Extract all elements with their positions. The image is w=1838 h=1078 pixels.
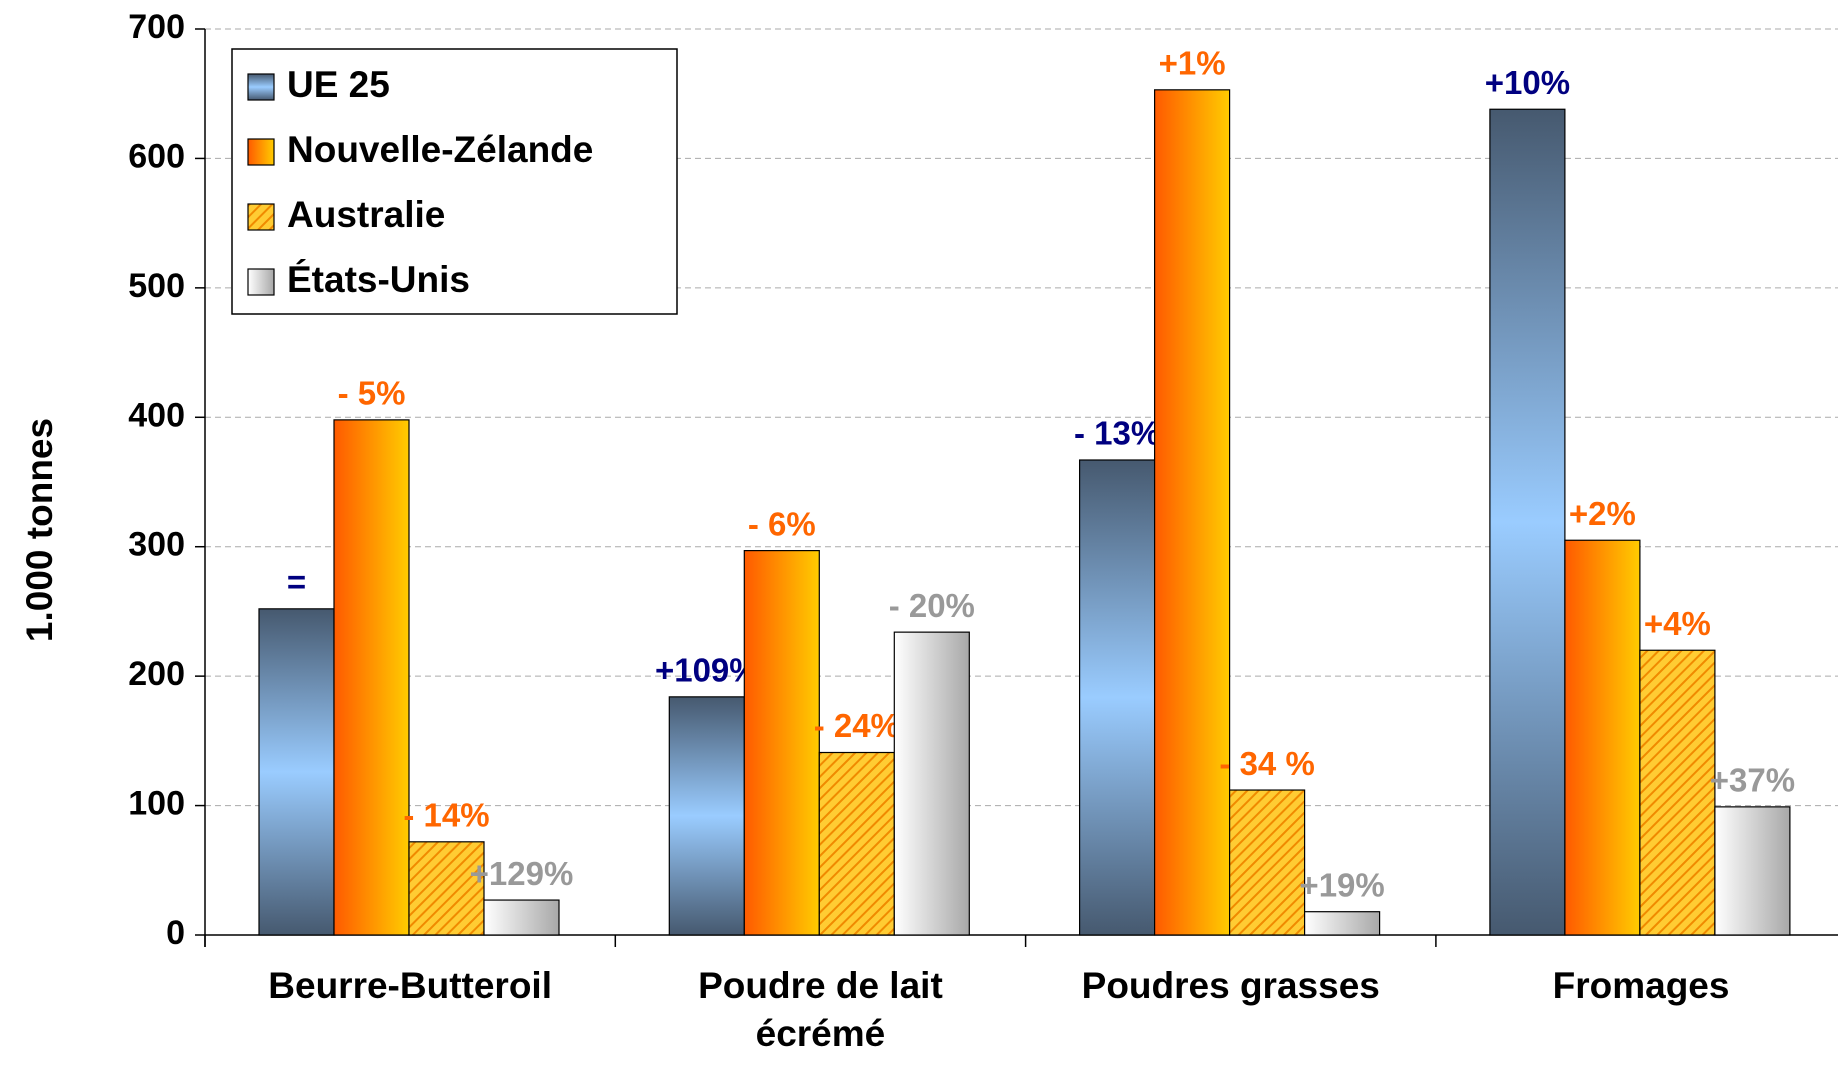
bar [1228, 789, 1306, 936]
bar [1153, 89, 1231, 936]
y-tick-label: 0 [166, 914, 185, 952]
bar [1639, 649, 1716, 936]
x-tick-label: Poudre de lait écrémé [698, 965, 943, 1054]
legend-swatch [247, 138, 275, 166]
y-tick-label: 100 [128, 785, 185, 823]
bar [1303, 911, 1381, 936]
y-tick-label: 600 [128, 137, 185, 175]
bar [818, 751, 895, 936]
x-tick-label: Fromages [1552, 965, 1730, 1006]
bar-annotation: - 34 % [1219, 745, 1314, 782]
y-tick-label: 500 [128, 267, 185, 305]
x-tick-label: Poudres grasses [1081, 965, 1380, 1006]
bar-annotation: = [287, 564, 306, 601]
bar-annotation: - 24% [814, 707, 900, 744]
bar [1078, 459, 1156, 936]
bar-annotation: - 14% [403, 797, 489, 834]
y-tick-label: 300 [128, 526, 185, 564]
legend-box [231, 48, 678, 315]
bar-annotation: - 13% [1074, 415, 1160, 452]
bar [893, 631, 970, 936]
legend-swatch [247, 73, 275, 101]
bar [1564, 539, 1641, 936]
legend-label: États-Unis [287, 259, 470, 300]
bar [1714, 806, 1791, 936]
bar-annotation: - 6% [748, 505, 816, 542]
bar-annotation: - 20% [889, 587, 975, 624]
bar-annotation: +19% [1299, 866, 1384, 903]
bar-annotation: +1% [1159, 45, 1226, 82]
legend-swatch [247, 268, 275, 296]
bar [1489, 108, 1566, 936]
bar [333, 419, 410, 936]
legend-label: Nouvelle-Zélande [287, 129, 593, 170]
y-tick-label: 700 [128, 8, 185, 46]
bar [668, 696, 745, 936]
x-tick-label: Beurre-Butteroil [268, 965, 552, 1006]
bar [743, 549, 820, 936]
bar-annotation: +129% [470, 855, 574, 892]
y-tick-label: 200 [128, 655, 185, 693]
bar-annotation: +37% [1710, 762, 1795, 799]
bar-annotation: +10% [1485, 64, 1570, 101]
bar [258, 608, 335, 936]
legend-swatch [247, 203, 275, 231]
bar-annotation: +4% [1644, 605, 1711, 642]
bar-annotation: +2% [1569, 495, 1636, 532]
legend-label: UE 25 [287, 64, 390, 105]
legend-label: Australie [287, 194, 445, 235]
bar-annotation: - 5% [338, 375, 406, 412]
bar [408, 841, 485, 936]
y-tick-label: 400 [128, 396, 185, 434]
bar-annotation: +109% [655, 652, 759, 689]
y-axis-label: 1.000 tonnes [19, 418, 60, 642]
bar [483, 899, 560, 936]
